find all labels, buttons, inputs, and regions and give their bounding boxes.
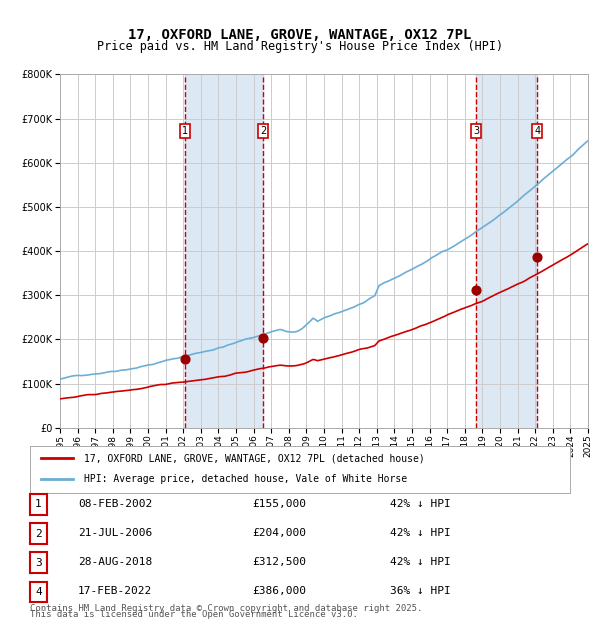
Text: 4: 4 <box>35 587 42 597</box>
Text: 42% ↓ HPI: 42% ↓ HPI <box>390 557 451 567</box>
Text: Price paid vs. HM Land Registry's House Price Index (HPI): Price paid vs. HM Land Registry's House … <box>97 40 503 53</box>
Text: HPI: Average price, detached house, Vale of White Horse: HPI: Average price, detached house, Vale… <box>84 474 407 484</box>
Text: 17-FEB-2022: 17-FEB-2022 <box>78 587 152 596</box>
Text: 3: 3 <box>35 557 42 568</box>
Text: £386,000: £386,000 <box>252 587 306 596</box>
Text: Contains HM Land Registry data © Crown copyright and database right 2025.: Contains HM Land Registry data © Crown c… <box>30 603 422 613</box>
Point <box>472 285 481 294</box>
Text: 42% ↓ HPI: 42% ↓ HPI <box>390 528 451 538</box>
Text: 3: 3 <box>473 126 479 136</box>
Text: 4: 4 <box>535 126 541 136</box>
Text: 08-FEB-2002: 08-FEB-2002 <box>78 499 152 509</box>
Bar <box>185 74 263 428</box>
Text: 2: 2 <box>260 126 266 136</box>
Point <box>533 252 542 262</box>
Text: 28-AUG-2018: 28-AUG-2018 <box>78 557 152 567</box>
Text: 17, OXFORD LANE, GROVE, WANTAGE, OX12 7PL (detached house): 17, OXFORD LANE, GROVE, WANTAGE, OX12 7P… <box>84 453 425 463</box>
Point <box>180 355 190 365</box>
Text: 36% ↓ HPI: 36% ↓ HPI <box>390 587 451 596</box>
Text: 2: 2 <box>35 528 42 539</box>
Text: 1: 1 <box>182 126 188 136</box>
Bar <box>476 74 538 428</box>
Text: £312,500: £312,500 <box>252 557 306 567</box>
Text: £155,000: £155,000 <box>252 499 306 509</box>
Point <box>259 333 268 343</box>
Text: 42% ↓ HPI: 42% ↓ HPI <box>390 499 451 509</box>
Text: 21-JUL-2006: 21-JUL-2006 <box>78 528 152 538</box>
Text: £204,000: £204,000 <box>252 528 306 538</box>
Text: 1: 1 <box>35 499 42 510</box>
Text: 17, OXFORD LANE, GROVE, WANTAGE, OX12 7PL: 17, OXFORD LANE, GROVE, WANTAGE, OX12 7P… <box>128 28 472 42</box>
Text: This data is licensed under the Open Government Licence v3.0.: This data is licensed under the Open Gov… <box>30 610 358 619</box>
